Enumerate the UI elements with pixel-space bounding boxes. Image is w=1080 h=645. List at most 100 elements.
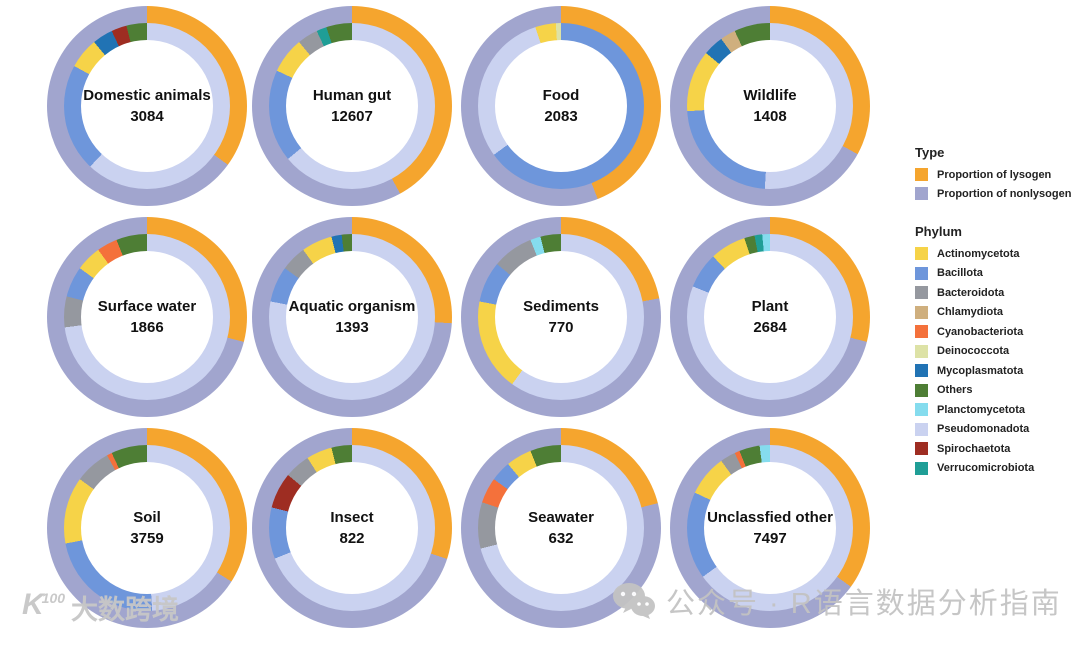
phylum-ring: Seawater 632 xyxy=(478,445,644,611)
phylum-ring: Food 2083 xyxy=(478,23,644,189)
legend-label: Chlamydiota xyxy=(937,306,1004,318)
legend-item-deinococcota: Deinococcota xyxy=(915,344,1080,358)
watermark-dashu: K100 大数跨境 xyxy=(22,588,179,627)
phylum-ring: Domestic animals 3084 xyxy=(64,23,230,189)
donut-center: Plant 2684 xyxy=(704,251,836,383)
donut-center: Soil 3759 xyxy=(81,462,213,594)
type-ring: Aquatic organism 1393 xyxy=(252,217,452,417)
donut-food: Food 2083 xyxy=(461,6,661,206)
donut-count: 7497 xyxy=(753,529,787,547)
donut-count: 822 xyxy=(339,529,365,547)
donut-label: Insect xyxy=(330,509,374,527)
legend-swatch-bacteroidota xyxy=(915,286,928,299)
legend-swatch-verrucomicrobiota xyxy=(915,461,928,475)
legend-label: Bacillota xyxy=(937,267,983,279)
type-ring: Surface water 1866 xyxy=(47,217,247,417)
legend-item-proportion-of-lysogen: Proportion of lysogen xyxy=(915,168,1080,181)
legend-swatch-pseudomonadota xyxy=(915,422,928,436)
legend-swatch-cyanobacteriota xyxy=(915,325,928,338)
legend-swatch-proportion-of-nonlysogen xyxy=(915,187,928,200)
legend-item-proportion-of-nonlysogen: Proportion of nonlysogen xyxy=(915,187,1080,200)
donut-label: Domestic animals xyxy=(83,87,211,105)
legend-item-chlamydiota: Chlamydiota xyxy=(915,305,1080,319)
donut-label: Food xyxy=(542,87,580,105)
phylum-ring: Insect 822 xyxy=(269,445,435,611)
donut-surface-water: Surface water 1866 xyxy=(47,217,247,417)
legend-label: Proportion of nonlysogen xyxy=(937,187,1072,200)
donut-center: Unclassfied other 7497 xyxy=(704,462,836,594)
donut-human-gut: Human gut 12607 xyxy=(252,6,452,206)
donut-label: Sediments xyxy=(523,298,599,316)
phylum-legend-title: Phylum xyxy=(915,224,962,239)
legend-swatch-others xyxy=(915,383,928,397)
legend-label: Proportion of lysogen xyxy=(937,168,1052,181)
phylum-ring: Wildlife 1408 xyxy=(687,23,853,189)
type-legend: Type Proportion of lysogen Proportion of … xyxy=(915,145,1080,200)
phylum-ring: Sediments 770 xyxy=(478,234,644,400)
donut-label: Aquatic organism xyxy=(288,298,416,316)
donut-label: Wildlife xyxy=(743,87,797,105)
phylum-ring: Plant 2684 xyxy=(687,234,853,400)
legend-label: Deinococcota xyxy=(937,345,1010,357)
type-ring: Domestic animals 3084 xyxy=(47,6,247,206)
legend-label: Mycoplasmatota xyxy=(937,364,1024,377)
legend-swatch-actinomycetota xyxy=(915,247,928,260)
legend-item-cyanobacteriota: Cyanobacteriota xyxy=(915,325,1080,338)
legend-label: Planctomycetota xyxy=(937,403,1026,416)
legend-item-others: Others xyxy=(915,383,1080,397)
type-ring: Sediments 770 xyxy=(461,217,661,417)
donut-wildlife: Wildlife 1408 xyxy=(670,6,870,206)
donut-domestic-animals: Domestic animals 3084 xyxy=(47,6,247,206)
type-ring: Insect 822 xyxy=(252,428,452,628)
wechat-icon xyxy=(613,583,655,619)
phylum-ring: Unclassfied other 7497 xyxy=(687,445,853,611)
donut-label: Unclassfied other xyxy=(707,509,833,527)
phylum-legend: Phylum Actinomycetota Bacillota Bacteroido… xyxy=(915,224,1080,475)
legend-label: Bacteroidota xyxy=(937,286,1005,299)
donut-soil: Soil 3759 xyxy=(47,428,247,628)
type-legend-title: Type xyxy=(915,145,945,160)
donut-label: Plant xyxy=(751,298,789,316)
legend-swatch-bacillota xyxy=(915,266,928,280)
donut-center: Insect 822 xyxy=(286,462,418,594)
legend-label: Cyanobacteriota xyxy=(937,325,1024,338)
phylum-ring: Human gut 12607 xyxy=(269,23,435,189)
donut-center: Wildlife 1408 xyxy=(704,40,836,172)
legend-item-mycoplasmatota: Mycoplasmatota xyxy=(915,364,1080,377)
donut-label: Human gut xyxy=(312,87,392,105)
donut-count: 2083 xyxy=(544,107,578,125)
donut-seawater: Seawater 632 xyxy=(461,428,661,628)
type-ring: Food 2083 xyxy=(461,6,661,206)
type-legend-items: Proportion of lysogen Proportion of nonly… xyxy=(915,168,1080,200)
donut-count: 1408 xyxy=(753,107,787,125)
legend-item-pseudomonadota: Pseudomonadota xyxy=(915,422,1080,436)
legend-swatch-proportion-of-lysogen xyxy=(915,168,928,181)
donut-center: Food 2083 xyxy=(495,40,627,172)
donut-count: 1393 xyxy=(335,318,369,336)
type-ring: Human gut 12607 xyxy=(252,6,452,206)
legend-label: Pseudomonadota xyxy=(937,423,1030,435)
donut-count: 3759 xyxy=(130,529,164,547)
type-ring: Soil 3759 xyxy=(47,428,247,628)
donut-count: 12607 xyxy=(331,107,373,125)
watermark-wechat: 公众号 · R语言数据分析指南 xyxy=(612,580,1062,622)
watermark-dashu-text: 大数跨境 xyxy=(71,595,180,625)
donut-count: 2684 xyxy=(753,318,787,336)
donut-center: Surface water 1866 xyxy=(81,251,213,383)
legend-item-bacillota: Bacillota xyxy=(915,266,1080,280)
donut-center: Human gut 12607 xyxy=(286,40,418,172)
legend-label: Others xyxy=(937,384,973,396)
type-ring: Wildlife 1408 xyxy=(670,6,870,206)
legend-item-planctomycetota: Planctomycetota xyxy=(915,403,1080,416)
phylum-ring: Aquatic organism 1393 xyxy=(269,234,435,400)
donut-center: Domestic animals 3084 xyxy=(81,40,213,172)
legend-swatch-mycoplasmatota xyxy=(915,364,928,377)
legend-label: Actinomycetota xyxy=(937,247,1020,260)
donut-plant: Plant 2684 xyxy=(670,217,870,417)
donut-aquatic-organism: Aquatic organism 1393 xyxy=(252,217,452,417)
legend-swatch-deinococcota xyxy=(915,344,928,358)
donut-sediments: Sediments 770 xyxy=(461,217,661,417)
donut-center: Seawater 632 xyxy=(495,462,627,594)
donut-insect: Insect 822 xyxy=(252,428,452,628)
